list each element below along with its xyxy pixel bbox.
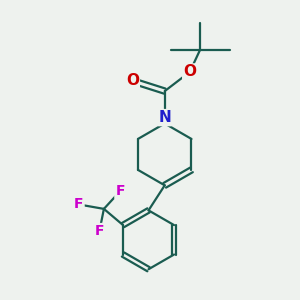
Text: O: O [183,64,196,80]
Text: F: F [74,197,84,212]
Text: N: N [158,110,171,125]
Text: O: O [126,73,139,88]
Text: F: F [115,184,125,198]
Text: F: F [95,224,104,238]
